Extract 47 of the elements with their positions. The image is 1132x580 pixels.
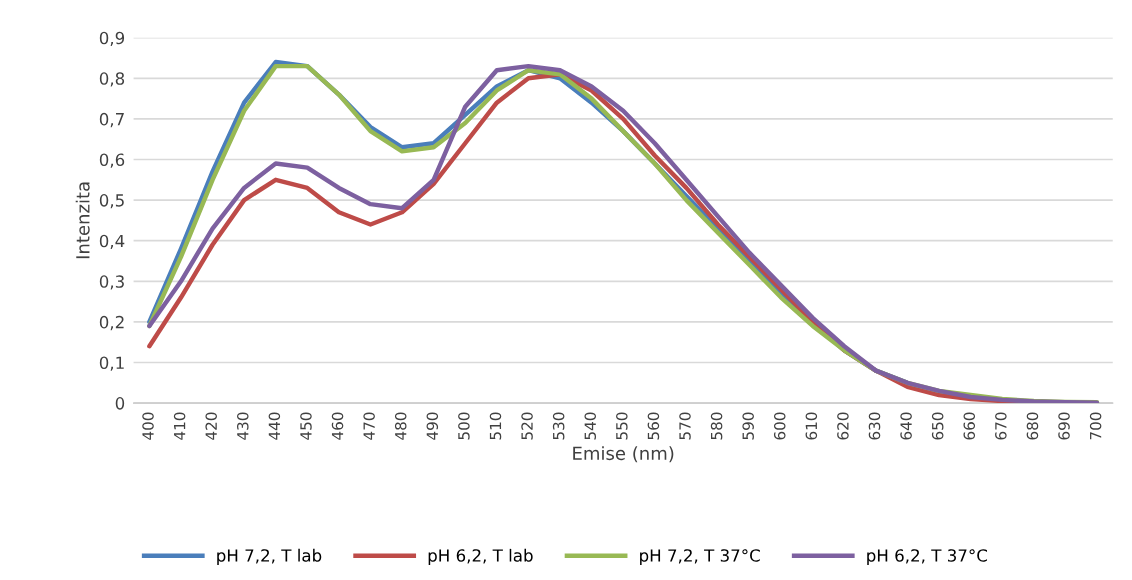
x-tick-label: 420 [205,412,217,440]
x-tick-label: 530 [552,412,565,440]
x-tick-label: 680 [1026,412,1039,440]
x-tick-label: 410 [173,412,186,440]
y-tick-label: 0,8 [99,72,125,87]
legend-label: pH 7,2, T lab [217,548,322,565]
x-tick-label: 480 [394,412,407,440]
y-tick-label: 0,2 [99,315,124,331]
x-tick-label: 540 [584,412,597,440]
x-tick-label: 580 [710,412,723,440]
x-tick-label: 700 [1089,412,1102,440]
x-axis-title: Emise (nm) [573,446,674,463]
x-tick-label: 560 [647,412,660,440]
x-tick-label: 450 [300,412,312,440]
y-tick-label: 0,5 [99,194,124,209]
y-axis-title: Intenzita [75,182,90,259]
x-tick-label: 590 [742,412,754,440]
x-tick-label: 570 [679,412,691,440]
x-tick-label: 690 [1058,412,1070,440]
x-tick-label: 500 [458,412,470,440]
x-tick-label: 640 [900,412,912,440]
x-tick-label: 600 [773,412,786,440]
legend-label: pH 6,2, T 37°C [867,549,988,565]
x-tick-label: 460 [331,412,344,440]
x-tick-label: 620 [837,412,849,440]
x-tick-label: 610 [805,412,818,440]
x-tick-label: 550 [616,412,628,440]
y-tick-label: 0,7 [99,112,124,128]
x-tick-label: 670 [995,412,1007,440]
y-tick-label: 0,1 [99,356,124,371]
x-tick-label: 520 [521,412,533,440]
y-tick-label: 0 [115,397,125,410]
y-tick-label: 0,9 [99,31,125,46]
y-tick-label: 0,4 [99,234,125,249]
legend-label: pH 6,2, T lab [428,548,533,565]
x-tick-label: 630 [868,412,881,440]
y-tick-label: 0,3 [99,275,124,290]
legend-label: pH 7,2, T 37°C [640,549,760,565]
x-tick-label: 430 [237,412,249,440]
x-tick-label: 660 [963,412,976,440]
x-tick-label: 510 [489,412,502,440]
x-tick-label: 400 [142,412,154,440]
y-tick-label: 0,6 [99,153,125,168]
x-tick-label: 440 [268,412,281,440]
x-tick-label: 650 [931,412,944,440]
x-tick-label: 470 [363,412,375,440]
x-tick-label: 490 [426,412,439,440]
